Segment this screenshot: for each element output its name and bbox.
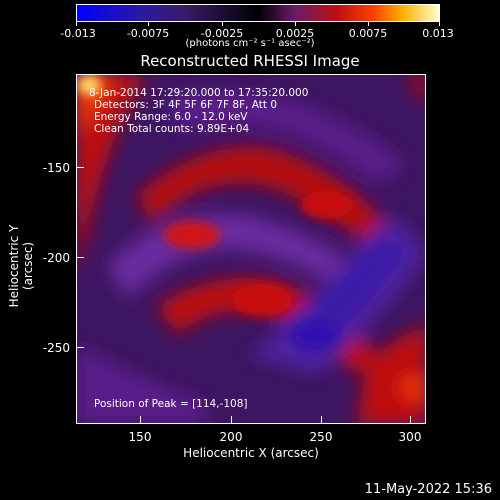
x-axis-label: Heliocentric X (arcsec) [183,446,319,460]
rhessi-image-plot: 8-Jan-2014 17:29:20.000 to 17:35:20.000 … [76,74,426,424]
clean-counts-label: Clean Total counts: 9.89E+04 [94,123,250,135]
colorbar-tick-mark [368,21,369,26]
x-tick-label: 150 [128,430,152,444]
colorbar-tick-mark [439,21,440,26]
colorbar [76,4,440,22]
colorbar-tick-label: -0.013 [60,27,96,40]
peak-position-label: Position of Peak = [114,-108] [94,398,248,410]
y-axis-label: Heliocentric Y (arcsec) [7,224,35,308]
energy-range-label: Energy Range: 6.0 - 12.0 keV [94,111,248,123]
x-tick-label: 300 [398,430,422,444]
colorbar-units: (photons cm⁻² s⁻¹ asec⁻²) [185,38,315,49]
y-tick-label: -250 [42,341,70,355]
y-tick-label: -150 [42,161,70,175]
detectors-label: Detectors: 3F 4F 5F 6F 7F 8F, Att 0 [94,99,278,111]
colorbar-tick-label: -0.0075 [126,27,170,40]
image-title: Reconstructed RHESSI Image [140,52,360,70]
colorbar-tick-label: 0.0075 [348,27,388,40]
x-tick-label: 200 [219,430,243,444]
colorbar-tick-label: 0.0025 [275,27,315,40]
colorbar-tick-mark [76,21,77,26]
x-tick-mark [321,416,322,424]
colorbar-tick-mark [295,21,296,26]
timestamp: 11-May-2022 15:36 [364,482,492,497]
x-tick-mark [410,416,411,424]
colorbar-tick-label: -0.0025 [200,27,244,40]
x-tick-mark [140,416,141,424]
y-tick-mark [76,347,84,348]
rhessi-image [77,75,425,423]
x-tick-mark [231,416,232,424]
time-range-label: 8-Jan-2014 17:29:20.000 to 17:35:20.000 [89,87,309,99]
colorbar-tick-label: 0.013 [422,27,454,40]
y-tick-label: -200 [42,251,70,265]
y-tick-mark [76,167,84,168]
y-tick-mark [76,257,84,258]
x-tick-label: 250 [309,430,333,444]
colorbar-tick-mark [222,21,223,26]
colorbar-tick-mark [148,21,149,26]
